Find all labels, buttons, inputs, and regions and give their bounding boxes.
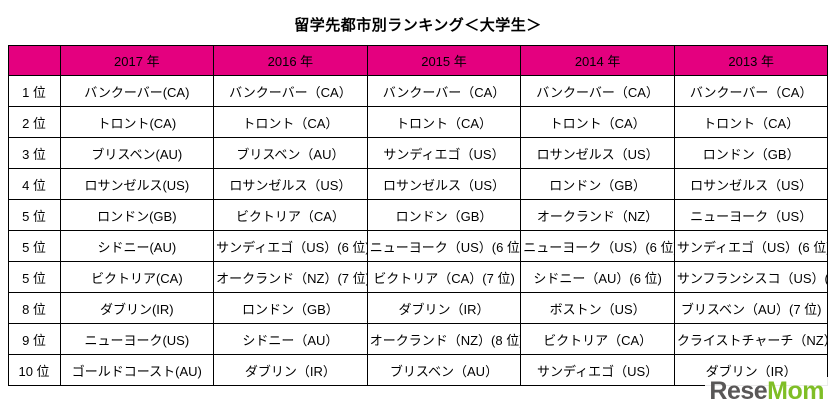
city-cell: ダブリン（IR） — [366, 292, 522, 324]
city-cell: オークランド（NZ）(7 位) — [213, 261, 368, 293]
city-cell: ブリスベン(AU) — [59, 137, 215, 169]
year-header-2013: 2013 年 — [673, 45, 829, 76]
rank-cell: 3 位 — [7, 137, 61, 169]
city-cell: オークランド（NZ）(8 位) — [366, 323, 522, 355]
city-cell: ニューヨーク（US）(6 位) — [366, 230, 522, 262]
city-cell: バンクーバー（CA） — [366, 75, 522, 107]
city-cell: バンクーバー（CA） — [213, 75, 368, 107]
rank-cell: 1 位 — [7, 75, 61, 107]
city-cell: シドニー（AU） — [213, 323, 368, 355]
rank-cell: 8 位 — [7, 292, 61, 324]
year-header-2017: 2017 年 — [59, 45, 215, 76]
city-cell: サンフランシスコ（US）(7 位) — [673, 261, 829, 293]
city-cell: サンディエゴ（US）(6 位) — [213, 230, 368, 262]
table-row: 4 位 ロサンゼルス(US) ロサンゼルス（US） ロサンゼルス（US） ロンド… — [7, 168, 829, 200]
city-cell: ロンドン（GB） — [213, 292, 368, 324]
table-row: 10 位 ゴールドコースト(AU) ダブリン（IR） ブリスベン（AU） サンデ… — [7, 354, 829, 386]
city-cell: トロント（CA） — [213, 106, 368, 138]
city-cell: シドニー(AU) — [59, 230, 215, 262]
city-cell: ブリスベン（AU） — [366, 354, 522, 386]
city-cell: ロサンゼルス（US） — [520, 137, 675, 169]
city-cell: ロンドン（GB） — [673, 137, 829, 169]
city-cell: ロサンゼルス（US） — [366, 168, 522, 200]
table-row: 5 位 シドニー(AU) サンディエゴ（US）(6 位) ニューヨーク（US）(… — [7, 230, 829, 262]
city-cell: ビクトリア(CA) — [59, 261, 215, 293]
city-cell: ニューヨーク（US）(6 位) — [520, 230, 675, 262]
city-cell: トロント（CA） — [673, 106, 829, 138]
city-cell: ロサンゼルス(US) — [59, 168, 215, 200]
rank-cell: 5 位 — [7, 230, 61, 262]
rank-cell: 10 位 — [7, 354, 61, 386]
city-cell: サンディエゴ（US） — [366, 137, 522, 169]
city-cell: ビクトリア（CA） — [520, 323, 675, 355]
city-cell: ビクトリア（CA） — [213, 199, 368, 231]
city-cell: サンディエゴ（US）(6 位) — [673, 230, 829, 262]
city-cell: ロンドン（GB） — [366, 199, 522, 231]
city-cell: ニューヨーク(US) — [59, 323, 215, 355]
watermark-text-rese: Rese — [709, 377, 768, 405]
table-row: 2 位 トロント(CA) トロント（CA） トロント（CA） トロント（CA） … — [7, 106, 829, 138]
city-cell: ダブリン(IR) — [59, 292, 215, 324]
rank-cell: 5 位 — [7, 199, 61, 231]
rank-cell: 2 位 — [7, 106, 61, 138]
header-row: 2017 年 2016 年 2015 年 2014 年 2013 年 — [7, 45, 829, 76]
city-cell: バンクーバー（CA） — [520, 75, 675, 107]
table-row: 3 位 ブリスベン(AU) ブリスベン（AU） サンディエゴ（US） ロサンゼル… — [7, 137, 829, 169]
city-cell: ボストン（US） — [520, 292, 675, 324]
table-row: 9 位 ニューヨーク(US) シドニー（AU） オークランド（NZ）(8 位) … — [7, 323, 829, 355]
corner-header-cell — [7, 45, 61, 76]
watermark-text-mom: Mom — [767, 377, 824, 405]
city-cell: ロサンゼルス（US） — [673, 168, 829, 200]
year-header-2014: 2014 年 — [520, 45, 675, 76]
table-row: 5 位 ロンドン(GB) ビクトリア（CA） ロンドン（GB） オークランド（N… — [7, 199, 829, 231]
rank-cell: 9 位 — [7, 323, 61, 355]
city-cell: トロント（CA） — [520, 106, 675, 138]
rank-cell: 5 位 — [7, 261, 61, 293]
city-cell: ビクトリア（CA）(7 位) — [366, 261, 522, 293]
table-row: 8 位 ダブリン(IR) ロンドン（GB） ダブリン（IR） ボストン（US） … — [7, 292, 829, 324]
city-cell: トロント（CA） — [366, 106, 522, 138]
city-cell: ブリスベン（AU）(7 位) — [673, 292, 829, 324]
city-cell: ロサンゼルス（US） — [213, 168, 368, 200]
rank-cell: 4 位 — [7, 168, 61, 200]
table-row: 5 位 ビクトリア(CA) オークランド（NZ）(7 位) ビクトリア（CA）(… — [7, 261, 829, 293]
year-header-2015: 2015 年 — [366, 45, 522, 76]
city-cell: ダブリン（IR） — [213, 354, 368, 386]
table-row: 1 位 バンクーバー(CA) バンクーバー（CA） バンクーバー（CA） バンク… — [7, 75, 829, 107]
year-header-2016: 2016 年 — [213, 45, 368, 76]
city-cell: オークランド（NZ） — [520, 199, 675, 231]
city-cell: ニューヨーク（US） — [673, 199, 829, 231]
city-cell: ロンドン（GB） — [520, 168, 675, 200]
city-cell: ブリスベン（AU） — [213, 137, 368, 169]
city-cell: バンクーバー(CA) — [59, 75, 215, 107]
city-cell: シドニー（AU）(6 位) — [520, 261, 675, 293]
city-cell: ゴールドコースト(AU) — [59, 354, 215, 386]
city-cell: トロント(CA) — [59, 106, 215, 138]
ranking-table: 2017 年 2016 年 2015 年 2014 年 2013 年 1 位 バ… — [7, 45, 829, 386]
page-title: 留学先都市別ランキング＜大学生＞ — [294, 17, 542, 34]
city-cell: クライストチャーチ（NZ） — [673, 323, 829, 355]
city-cell: サンディエゴ（US） — [520, 354, 675, 386]
resemom-watermark-logo: ReseMom — [705, 377, 828, 406]
city-cell: ロンドン(GB) — [59, 199, 215, 231]
city-cell: バンクーバー（CA） — [673, 75, 829, 107]
